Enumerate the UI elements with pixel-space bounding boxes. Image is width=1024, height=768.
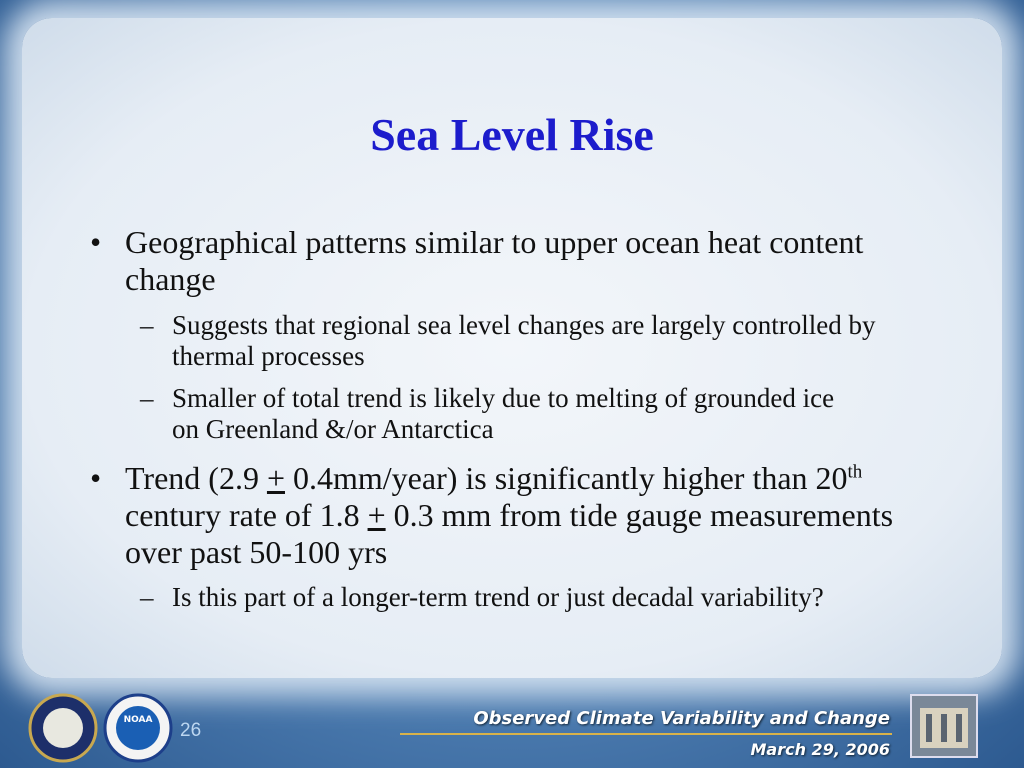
text-run: 0.3 mm from tide gauge measurements over… [125, 497, 894, 570]
text-run: Geographical patterns similar to upper o… [125, 224, 864, 297]
bullet-marker: • [90, 224, 102, 260]
page-number: 26 [180, 720, 202, 741]
window [956, 714, 962, 742]
bullet-text: Trend (2.9 + 0.4mm/year) is significantl… [125, 460, 925, 571]
noaa-label: NOAA [124, 715, 153, 725]
building-logo [910, 694, 978, 758]
text-run: century rate of 1.8 [125, 497, 368, 533]
window [926, 714, 932, 742]
sub-bullet-text: Smaller of total trend is likely due to … [172, 383, 835, 444]
logos: NOAA [28, 693, 173, 763]
commerce-seal-center [43, 708, 83, 748]
footer-rule [400, 733, 892, 735]
sub-bullet-marker: – [140, 383, 154, 413]
sub-bullet-marker: – [140, 582, 154, 612]
sub-bullet-text: Is this part of a longer-term trend or j… [172, 582, 824, 612]
noaa-seal-center [116, 706, 160, 750]
footer-date: March 29, 2006 [750, 740, 891, 759]
bullet-text: Geographical patterns similar to upper o… [125, 224, 935, 298]
sub-bullet-marker: – [140, 310, 154, 340]
text-run: + [266, 460, 285, 496]
text-run: 0.4mm/year) is significantly higher than… [284, 460, 848, 496]
window [941, 714, 947, 742]
superscript: th [847, 461, 863, 483]
text-run: + [367, 497, 386, 533]
sub-bullet-text: Suggests that regional sea level changes… [172, 310, 876, 371]
content-panel [22, 18, 1002, 678]
text-run: Trend (2.9 [125, 460, 267, 496]
footer-caption: Observed Climate Variability and Change [473, 708, 890, 729]
bullet-marker: • [90, 460, 102, 496]
slide-title: Sea Level Rise [370, 109, 654, 160]
